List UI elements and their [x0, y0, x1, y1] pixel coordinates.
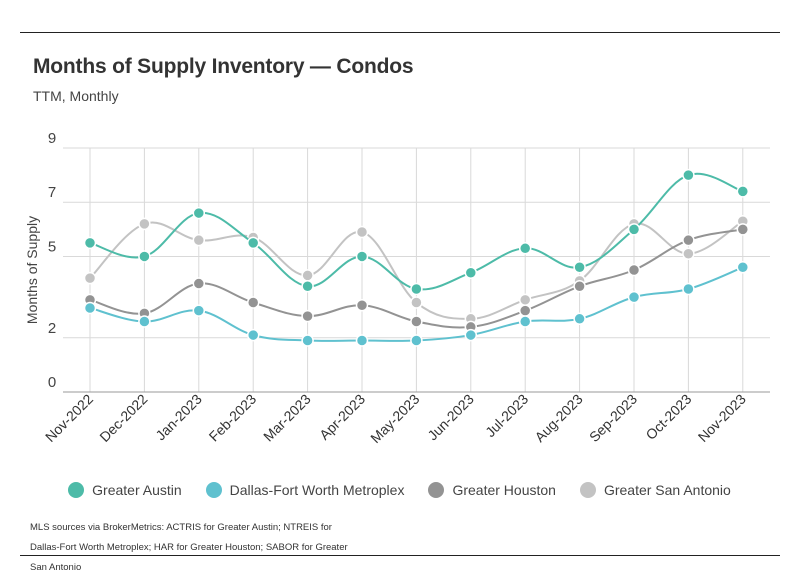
- data-point-greater-austin: [464, 266, 478, 279]
- data-point-dallas-fort-worth-metroplex: [410, 334, 423, 347]
- legend-item-greater-san-antonio: Greater San Antonio: [579, 482, 731, 498]
- data-point-greater-houston: [518, 304, 532, 317]
- data-point-greater-san-antonio: [83, 271, 97, 285]
- chart-subtitle: TTM, Monthly: [33, 88, 119, 104]
- data-point-greater-san-antonio: [355, 225, 369, 239]
- legend-swatch: [205, 482, 222, 498]
- x-tick-label: Jan-2023: [152, 391, 205, 444]
- data-point-greater-san-antonio: [410, 296, 423, 309]
- data-point-greater-houston: [246, 296, 260, 309]
- y-tick-label: 9: [48, 130, 56, 147]
- data-point-dallas-fort-worth-metroplex: [138, 315, 151, 328]
- x-tick-label: Nov-2022: [42, 391, 96, 445]
- data-point-greater-houston: [736, 223, 750, 236]
- legend-swatch: [68, 482, 85, 498]
- legend-swatch: [579, 482, 596, 498]
- data-point-greater-austin: [410, 282, 423, 296]
- top-rule: [20, 32, 780, 33]
- data-point-greater-austin: [627, 223, 641, 236]
- data-point-dallas-fort-worth-metroplex: [464, 328, 478, 342]
- chart-title: Months of Supply Inventory — Condos: [33, 55, 414, 78]
- data-point-greater-austin: [246, 236, 260, 250]
- legend-item-greater-houston: Greater Houston: [428, 482, 556, 498]
- source-note: MLS sources via BrokerMetrics: ACTRIS fo…: [30, 522, 348, 573]
- y-axis-title: Months of Supply: [24, 216, 40, 324]
- data-point-dallas-fort-worth-metroplex: [246, 328, 260, 342]
- x-tick-label: Jun-2023: [424, 391, 477, 444]
- data-point-greater-houston: [682, 233, 695, 247]
- data-point-greater-austin: [355, 250, 369, 263]
- y-tick-label: 5: [48, 238, 56, 255]
- x-tick-label: Mar-2023: [260, 391, 314, 445]
- bottom-rule: [20, 555, 780, 556]
- legend-item-greater-austin: Greater Austin: [68, 482, 182, 498]
- legend-label: Greater Austin: [92, 482, 182, 498]
- data-point-dallas-fort-worth-metroplex: [627, 290, 641, 304]
- x-tick-label: Dec-2022: [96, 391, 150, 445]
- data-point-dallas-fort-worth-metroplex: [573, 312, 586, 326]
- data-point-dallas-fort-worth-metroplex: [192, 304, 206, 317]
- legend-label: Dallas-Fort Worth Metroplex: [229, 482, 405, 498]
- chart-legend: Greater Austin Dallas-Fort Worth Metrople…: [0, 482, 799, 498]
- x-tick-label: Aug-2023: [531, 391, 585, 445]
- x-tick-label: May-2023: [367, 391, 422, 446]
- data-point-greater-houston: [410, 315, 423, 328]
- data-point-greater-austin: [573, 261, 586, 274]
- data-point-dallas-fort-worth-metroplex: [736, 261, 750, 274]
- data-point-dallas-fort-worth-metroplex: [83, 301, 97, 315]
- data-point-greater-houston: [355, 298, 369, 312]
- legend-label: Greater San Antonio: [603, 482, 731, 498]
- data-point-greater-houston: [301, 309, 314, 323]
- data-point-greater-austin: [682, 168, 695, 182]
- legend-swatch: [428, 482, 445, 498]
- data-point-greater-san-antonio: [301, 269, 314, 282]
- data-point-greater-san-antonio: [518, 293, 532, 307]
- y-tick-label: 7: [48, 184, 56, 201]
- y-tick-label: 0: [48, 374, 56, 391]
- data-point-greater-houston: [573, 280, 586, 293]
- data-point-dallas-fort-worth-metroplex: [518, 315, 532, 328]
- data-point-dallas-fort-worth-metroplex: [301, 334, 314, 347]
- line-chart: 0 2 5 7 9 Months of Supply Nov-2022 Dec-2022 Jan…: [24, 130, 770, 446]
- data-point-greater-austin: [301, 280, 314, 293]
- data-point-greater-san-antonio: [682, 247, 695, 260]
- data-point-greater-houston: [627, 263, 641, 277]
- data-point-greater-austin: [83, 236, 97, 250]
- x-tick-label: Nov-2023: [695, 391, 749, 445]
- data-point-dallas-fort-worth-metroplex: [355, 334, 369, 347]
- data-point-greater-austin: [736, 185, 750, 198]
- x-tick-label: Sep-2023: [586, 391, 640, 445]
- legend-item-dallas-fort-worth-metroplex: Dallas-Fort Worth Metroplex: [205, 482, 405, 498]
- data-point-greater-san-antonio: [192, 233, 206, 247]
- data-point-dallas-fort-worth-metroplex: [682, 282, 695, 296]
- data-point-greater-austin: [192, 206, 206, 220]
- data-point-greater-austin: [138, 250, 151, 263]
- y-tick-label: 2: [48, 320, 56, 337]
- x-tick-label: Oct-2023: [642, 391, 694, 443]
- x-tick-label: Apr-2023: [316, 391, 368, 443]
- data-point-greater-san-antonio: [138, 217, 151, 231]
- legend-label: Greater Houston: [452, 482, 556, 498]
- x-tick-label: Feb-2023: [206, 391, 260, 445]
- data-point-greater-houston: [192, 277, 206, 290]
- x-tick-label: Jul-2023: [482, 391, 531, 440]
- data-point-greater-austin: [518, 242, 532, 255]
